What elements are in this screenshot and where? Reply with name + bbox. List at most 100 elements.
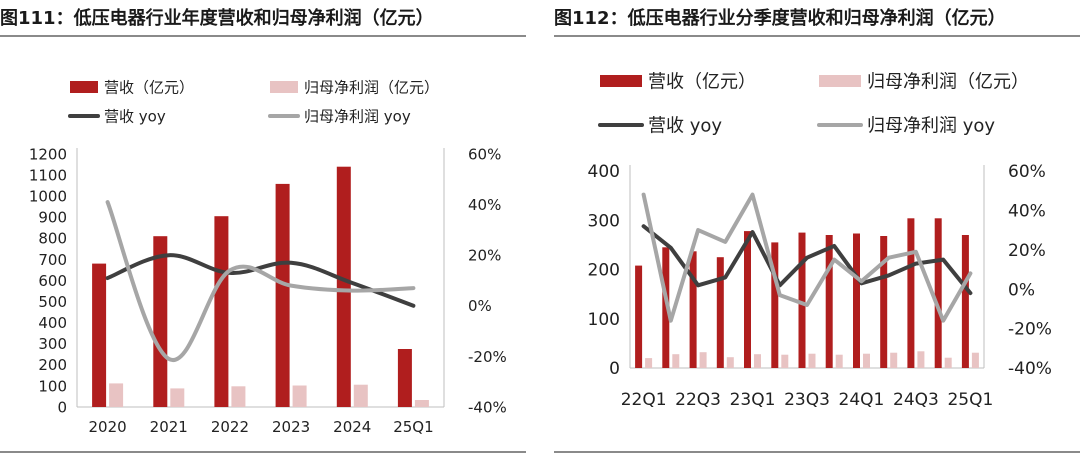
- bar: [771, 242, 779, 368]
- chart-title: 图112：低压电器行业分季度营收和归母净利润（亿元）: [554, 8, 1006, 29]
- title-divider: [0, 35, 526, 37]
- legend-item: 营收 yoy: [68, 107, 166, 125]
- bar: [798, 232, 806, 368]
- x-tick-label: 2022: [211, 418, 249, 436]
- bar-series: [92, 166, 412, 407]
- y-left-tick-label: 700: [38, 251, 67, 269]
- legend-swatch: [270, 81, 298, 93]
- bar: [726, 357, 734, 368]
- y-left-tick-label: 600: [38, 272, 67, 290]
- y-right-tick-label: 60%: [1008, 162, 1046, 182]
- bar: [92, 263, 107, 407]
- bar: [170, 388, 185, 407]
- y-right-tick-label: 40%: [1008, 202, 1046, 222]
- chart-panel-quarterly: 图112：低压电器行业分季度营收和归母净利润（亿元） 营收（亿元） 归母净利润（亿…: [554, 0, 1080, 455]
- y-left-tick-label: 400: [588, 162, 620, 182]
- bar: [781, 354, 789, 368]
- x-tick-label: 2024: [333, 418, 371, 436]
- legend-item: 营收（亿元）: [70, 78, 194, 96]
- y-right-tick-label: 20%: [468, 247, 501, 265]
- bar: [754, 354, 761, 368]
- line-series: [105, 200, 416, 362]
- bar: [292, 385, 307, 407]
- bar: [153, 236, 168, 407]
- y-left-tick-label: 400: [38, 314, 67, 332]
- y-left-tick-label: 1000: [29, 188, 67, 206]
- bar: [214, 216, 229, 407]
- y-right-tick-label: -20%: [468, 348, 507, 366]
- chart-panel-annual: 图111：低压电器行业年度营收和归母净利润（亿元） 营收（亿元） 归母净利润（亿元…: [0, 0, 526, 455]
- legend: 营收（亿元） 归母净利润（亿元） 营收 yoy 归母净利润 yoy: [68, 78, 439, 125]
- line-series: [105, 253, 416, 308]
- bar: [662, 247, 670, 368]
- y-left-tick-label: 300: [38, 335, 67, 353]
- x-tick-label: 22Q3: [675, 390, 721, 410]
- legend-label: 归母净利润（亿元）: [304, 78, 439, 96]
- bar-series: [645, 351, 979, 368]
- y-right-tick-label: 60%: [468, 145, 501, 163]
- y-left-tick-label: 500: [38, 293, 67, 311]
- bar: [275, 183, 290, 407]
- legend-label: 营收 yoy: [104, 107, 166, 125]
- bar: [944, 357, 952, 368]
- legend-label: 营收（亿元）: [104, 78, 194, 96]
- y-right-tick-label: 0%: [468, 297, 492, 315]
- bar: [825, 235, 833, 368]
- legend-swatch: [819, 75, 861, 87]
- bar: [808, 353, 816, 368]
- x-tick-label: 22Q1: [621, 390, 667, 410]
- bar: [890, 352, 898, 368]
- bar-series: [109, 383, 429, 407]
- legend-label: 营收（亿元）: [648, 71, 756, 92]
- y-left-tick-label: 0: [609, 359, 620, 379]
- x-tick-label: 25Q1: [393, 418, 433, 436]
- y-left-tick-label: 900: [38, 209, 67, 227]
- bar: [744, 231, 751, 368]
- annual-chart-svg: 营收（亿元） 归母净利润（亿元） 营收 yoy 归母净利润 yoy 0 100 200 300…: [29, 78, 507, 436]
- x-tick-label: 24Q3: [893, 390, 939, 410]
- y-left-tick-label: 800: [38, 230, 67, 248]
- y-left-tick-label: 300: [588, 211, 620, 231]
- y-right-tick-label: -40%: [468, 398, 507, 416]
- x-tick-label: 23Q1: [730, 390, 776, 410]
- bottom-divider: [554, 451, 1080, 453]
- y-left-tick-label: 1200: [29, 145, 67, 163]
- bar: [853, 233, 860, 368]
- legend: 营收（亿元） 归母净利润（亿元） 营收 yoy 归母净利润 yoy: [598, 71, 1029, 136]
- bar: [672, 354, 680, 368]
- quarterly-chart-svg: 营收（亿元） 归母净利润（亿元） 营收 yoy 归母净利润 yoy 0 100 200 300…: [588, 71, 1052, 410]
- x-tick-label: 25Q1: [947, 390, 993, 410]
- bar: [414, 400, 429, 407]
- x-tick-label: 23Q3: [784, 390, 830, 410]
- y-left-tick-label: 200: [588, 261, 620, 281]
- x-tick-label: 2023: [272, 418, 310, 436]
- bar: [907, 218, 915, 368]
- bar: [397, 349, 412, 407]
- title-divider: [554, 35, 1080, 37]
- bar: [971, 352, 979, 368]
- bar: [231, 386, 246, 407]
- y-right-tick-label: 0%: [1008, 280, 1035, 300]
- bar: [934, 218, 942, 368]
- y-left-tick-label: 100: [38, 377, 67, 395]
- bar: [716, 257, 724, 368]
- legend-item: 归母净利润 yoy: [268, 107, 411, 125]
- bar: [336, 166, 351, 407]
- bar: [880, 236, 888, 368]
- line-series: [641, 224, 973, 296]
- line-series: [641, 192, 973, 323]
- x-tick-label: 24Q1: [839, 390, 885, 410]
- y-right-tick-label: 20%: [1008, 241, 1046, 261]
- y-left-tick-label: 100: [588, 310, 620, 330]
- legend-label: 归母净利润（亿元）: [867, 71, 1029, 92]
- bar: [645, 358, 653, 368]
- x-tick-label: 2021: [150, 418, 188, 436]
- legend-item: 归母净利润 yoy: [817, 115, 995, 136]
- y-right-tick-label: -20%: [1008, 320, 1052, 340]
- legend-label: 归母净利润 yoy: [867, 115, 995, 136]
- legend-swatch: [600, 75, 642, 87]
- legend-item: 归母净利润（亿元）: [819, 71, 1029, 92]
- y-right-tick-label: -40%: [1008, 359, 1052, 379]
- x-tick-label: 2020: [88, 418, 126, 436]
- legend-item: 归母净利润（亿元）: [270, 78, 439, 96]
